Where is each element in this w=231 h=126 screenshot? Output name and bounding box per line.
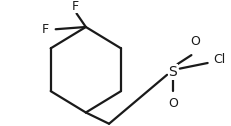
Text: O: O	[189, 35, 199, 48]
Text: F: F	[72, 0, 79, 13]
Text: F: F	[41, 23, 49, 36]
Text: O: O	[167, 97, 177, 110]
Text: Cl: Cl	[213, 53, 225, 66]
Text: S: S	[168, 65, 176, 79]
